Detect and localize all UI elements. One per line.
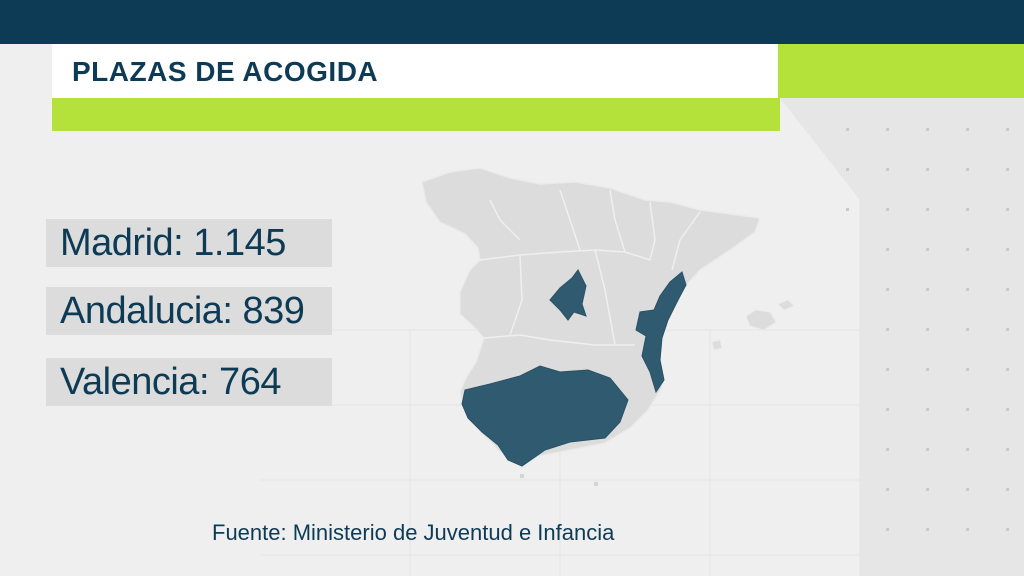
stat-label: Madrid: 1.145 [60,222,286,264]
stat-andalucia: Andalucia: 839 [46,287,332,335]
map-balearic-islands [711,299,795,351]
right-accent-bar [780,44,1024,98]
map-region-madrid [549,269,587,321]
page-title: PLAZAS DE ACOGIDA [72,56,379,87]
stat-label: Andalucia: 839 [60,290,305,332]
title-box: PLAZAS DE ACOGIDA [52,44,778,98]
spain-map [421,167,795,486]
map-ceuta [520,474,524,478]
top-band [0,0,1024,44]
source-caption: Fuente: Ministerio de Juventud e Infanci… [212,520,615,545]
stat-label: Valencia: 764 [60,361,281,403]
stat-valencia: Valencia: 764 [46,358,332,406]
map-region-andalucia [461,365,629,467]
map-melilla [594,482,598,486]
stat-madrid: Madrid: 1.145 [46,219,332,267]
map-region-valencia [635,271,687,394]
